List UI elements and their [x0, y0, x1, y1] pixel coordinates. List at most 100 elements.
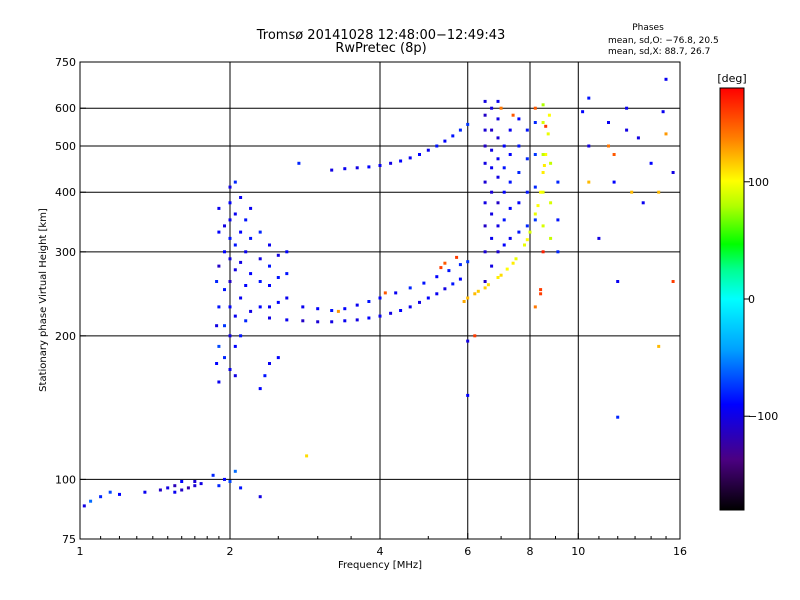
- x-tick-label: 2: [227, 545, 234, 558]
- data-point: [301, 319, 305, 323]
- data-point: [99, 495, 103, 499]
- data-point: [525, 238, 529, 242]
- data-point: [517, 144, 521, 148]
- y-tick-label: 200: [55, 330, 76, 343]
- data-point: [587, 180, 591, 184]
- x-tick-label: 8: [527, 545, 534, 558]
- data-point: [490, 236, 494, 240]
- chart-title: Tromsø 20141028 12:48:00−12:49:43: [256, 28, 506, 43]
- data-point: [389, 311, 393, 315]
- data-point: [228, 368, 232, 371]
- data-point: [483, 99, 487, 103]
- data-point: [525, 157, 529, 161]
- data-point: [223, 324, 226, 328]
- data-point: [502, 243, 506, 247]
- data-point: [89, 499, 93, 503]
- data-point: [490, 190, 494, 194]
- phases-legend: Phases mean, sd,O: −76.8, 20.5 mean, sd,…: [608, 23, 719, 57]
- data-point: [544, 124, 548, 128]
- data-point: [239, 196, 243, 199]
- data-point: [661, 110, 665, 114]
- data-point: [228, 185, 232, 189]
- data-point: [330, 309, 334, 312]
- data-point: [367, 316, 371, 320]
- data-point: [233, 469, 237, 473]
- data-point: [258, 280, 262, 283]
- data-point: [496, 99, 500, 103]
- data-point: [508, 153, 512, 156]
- data-point: [533, 305, 537, 309]
- data-point: [511, 261, 515, 265]
- data-point: [612, 180, 616, 184]
- colorbar-gradient: [719, 87, 745, 511]
- data-point: [508, 128, 512, 132]
- data-point: [367, 165, 371, 169]
- data-point: [549, 236, 553, 240]
- data-point: [268, 284, 271, 287]
- y-tick-label: 100: [55, 473, 76, 486]
- data-point: [556, 250, 560, 254]
- data-point: [285, 272, 289, 276]
- data-point: [466, 122, 470, 126]
- data-point: [625, 128, 629, 132]
- data-point: [435, 275, 439, 279]
- data-point: [217, 305, 221, 309]
- data-point: [496, 224, 500, 228]
- data-point: [625, 106, 629, 110]
- data-point: [458, 263, 462, 267]
- data-point: [228, 280, 232, 283]
- data-point: [542, 164, 546, 167]
- scatter-points: [82, 77, 675, 508]
- data-point: [301, 305, 305, 309]
- data-point: [435, 292, 439, 296]
- data-point: [408, 156, 412, 160]
- data-point: [316, 320, 320, 324]
- data-point: [268, 264, 271, 268]
- data-point: [641, 201, 645, 205]
- data-point: [378, 164, 382, 167]
- data-point: [233, 344, 237, 348]
- data-point: [268, 305, 271, 309]
- data-point: [473, 334, 477, 338]
- data-point: [508, 180, 512, 184]
- colorbar-unit-label: [deg]: [717, 72, 746, 85]
- y-tick-label: 600: [55, 102, 76, 115]
- data-point: [483, 144, 487, 148]
- data-point: [486, 283, 490, 287]
- data-point: [297, 161, 301, 165]
- data-point: [466, 260, 470, 264]
- data-point: [228, 257, 232, 261]
- data-point: [215, 362, 219, 365]
- data-point: [536, 204, 540, 208]
- data-point: [233, 243, 237, 247]
- data-point: [616, 280, 620, 283]
- data-point: [455, 255, 459, 259]
- data-point: [533, 153, 537, 156]
- y-tick-label: 750: [55, 56, 76, 69]
- data-point: [483, 180, 487, 184]
- data-point: [418, 153, 421, 156]
- data-point: [228, 480, 232, 483]
- data-point: [233, 268, 237, 272]
- data-point: [228, 236, 232, 240]
- data-point: [268, 362, 271, 365]
- data-point: [228, 218, 232, 222]
- data-point: [517, 117, 521, 121]
- data-point: [217, 264, 221, 268]
- data-point: [285, 318, 289, 322]
- data-point: [355, 166, 359, 170]
- data-point: [158, 488, 162, 492]
- data-point: [249, 272, 253, 276]
- data-point: [616, 415, 620, 419]
- phases-o-mode: mean, sd,O: −76.8, 20.5: [608, 36, 719, 46]
- data-point: [541, 171, 545, 174]
- data-point: [607, 121, 610, 124]
- data-point: [502, 190, 506, 194]
- data-point: [223, 224, 226, 228]
- data-point: [276, 253, 280, 257]
- data-point: [228, 334, 232, 338]
- data-point: [473, 292, 477, 296]
- data-point: [539, 288, 543, 292]
- data-point: [657, 190, 661, 194]
